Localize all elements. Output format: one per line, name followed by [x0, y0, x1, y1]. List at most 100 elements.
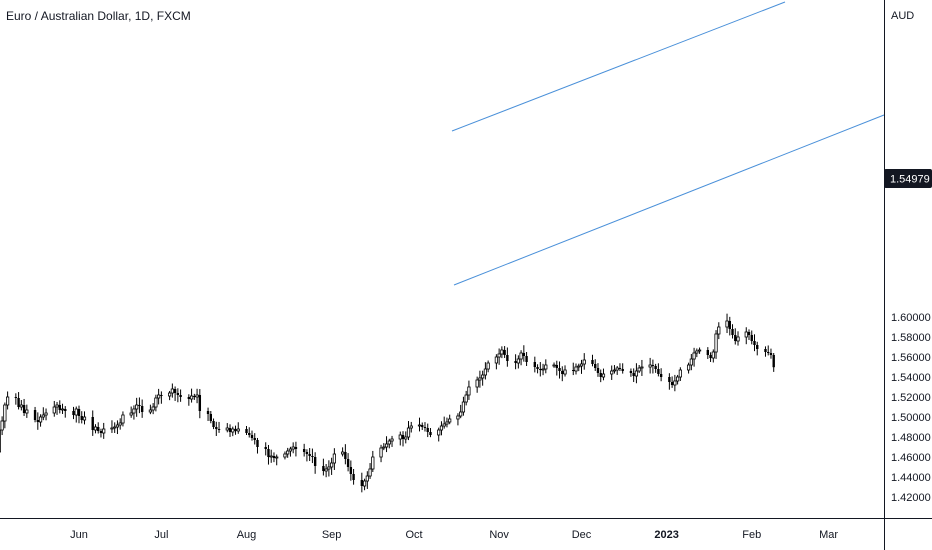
candle	[406, 421, 411, 441]
candle	[390, 435, 394, 447]
candle	[206, 407, 210, 421]
candle	[599, 369, 602, 383]
candle	[769, 348, 773, 359]
candle-body	[151, 406, 155, 411]
candle	[577, 363, 581, 372]
candle-body	[734, 335, 737, 341]
candle-body	[744, 331, 748, 338]
candle-body	[121, 414, 125, 424]
time-axis[interactable]: Jun Jul Aug Sep Oct Nov Dec 2023 Feb Mar	[70, 529, 838, 541]
candle	[442, 416, 446, 429]
candle-body	[168, 392, 172, 397]
candle-body	[423, 427, 427, 428]
price-axis[interactable]: 1.42000 1.44000 1.46000 1.48000 1.50000 1.520…	[891, 312, 931, 504]
candle-body	[533, 362, 537, 367]
channel-upper-line[interactable]	[451, 1, 786, 132]
candle	[461, 396, 466, 416]
candle-body	[582, 359, 586, 365]
candle-body	[437, 429, 441, 436]
candle-body	[291, 446, 295, 450]
candle	[264, 442, 267, 456]
candle	[362, 478, 367, 491]
candle-body	[25, 409, 29, 414]
candle	[514, 354, 517, 370]
candle	[668, 373, 671, 390]
candle-body	[327, 466, 331, 470]
candle-body	[686, 364, 691, 371]
candle	[17, 392, 20, 410]
candle-body	[176, 393, 180, 395]
candle-body	[198, 395, 202, 411]
candle	[118, 418, 122, 430]
candle-body	[267, 449, 270, 457]
candle-body	[714, 333, 718, 353]
candle	[327, 460, 331, 477]
candle	[294, 441, 298, 457]
candle	[536, 364, 539, 374]
candle	[102, 422, 106, 439]
candle	[115, 420, 120, 435]
candle-body	[747, 332, 751, 335]
candle	[648, 357, 652, 374]
candle-body	[322, 466, 325, 471]
candle	[256, 437, 259, 454]
candle	[140, 399, 144, 418]
candle	[459, 404, 463, 419]
candle	[250, 430, 254, 441]
candle	[313, 452, 317, 474]
candle-body	[173, 389, 177, 393]
channel-lower-line[interactable]	[453, 114, 885, 286]
candle-body	[102, 428, 106, 434]
candle	[384, 436, 389, 453]
candle	[360, 472, 364, 493]
time-tick-label: Jul	[154, 529, 168, 541]
candle-body	[409, 425, 413, 429]
candle-body	[651, 365, 655, 366]
candle	[14, 393, 18, 405]
candle	[497, 348, 501, 365]
candle-body	[330, 462, 334, 468]
candle-body	[629, 371, 633, 373]
candle	[654, 363, 657, 373]
candle	[22, 398, 26, 416]
last-price-label: 1.54979	[890, 174, 930, 186]
candle-body	[368, 468, 372, 477]
price-tick-label: 1.58000	[891, 332, 931, 344]
candle-body	[324, 468, 328, 472]
time-tick-label: Mar	[819, 529, 838, 541]
time-tick-label: Feb	[742, 529, 761, 541]
candle	[387, 438, 391, 449]
candle	[170, 383, 174, 398]
candle-body	[577, 365, 581, 368]
candle-body	[93, 426, 98, 431]
candle-body	[594, 364, 597, 368]
candle	[734, 328, 737, 345]
candle-body	[140, 406, 144, 412]
candle	[401, 431, 405, 447]
candle	[173, 386, 177, 401]
candle-body	[767, 352, 770, 353]
candle-body	[706, 350, 710, 355]
candle-body	[195, 394, 199, 398]
candle	[168, 390, 172, 401]
candle	[467, 380, 471, 400]
candle-body	[110, 427, 114, 430]
candle	[478, 370, 482, 388]
candle	[522, 345, 526, 362]
candle	[189, 388, 194, 403]
candle-body	[599, 373, 602, 377]
candle	[55, 401, 59, 415]
candle	[475, 376, 479, 393]
candle-body	[601, 373, 606, 378]
candle	[544, 359, 548, 374]
candle-body	[406, 427, 411, 438]
candle-body	[217, 429, 221, 430]
candle-body	[245, 429, 248, 433]
candle-body	[135, 404, 139, 410]
candle	[714, 330, 718, 359]
candle	[110, 420, 114, 433]
candle-body	[695, 350, 699, 354]
candle-body	[365, 475, 369, 482]
